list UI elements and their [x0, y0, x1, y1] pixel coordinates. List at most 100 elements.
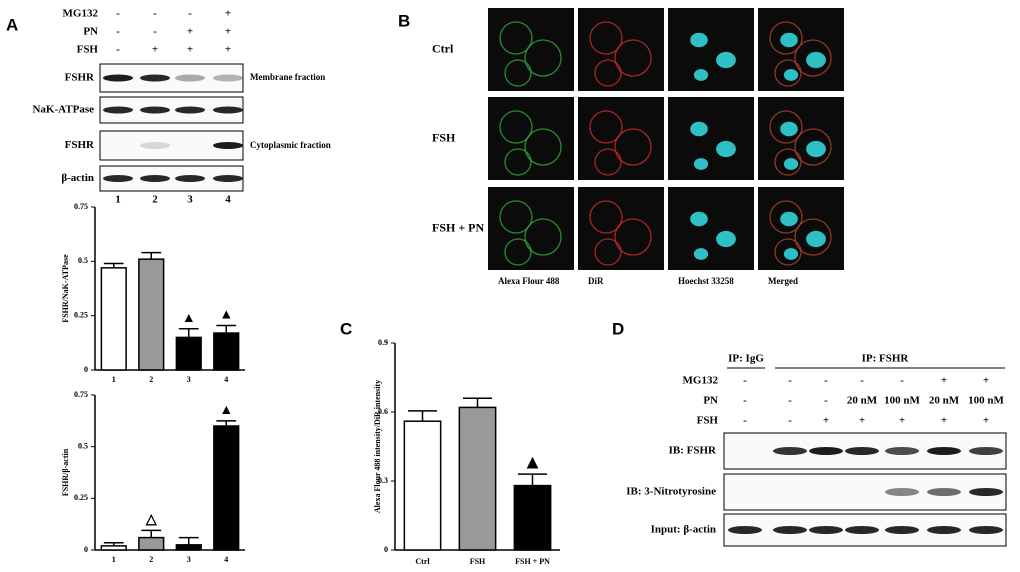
blot-band: [845, 447, 879, 455]
treatment-sign: +: [187, 44, 193, 56]
x-tick-label: FSH + PN: [515, 557, 550, 566]
cell-membrane: [794, 128, 832, 166]
blot-label: IB: FSHR: [669, 445, 717, 457]
x-tick-label: 2: [149, 555, 153, 564]
blot-band: [140, 74, 170, 82]
bar: [175, 336, 202, 371]
group-label: IP: IgG: [728, 353, 764, 365]
bar: [458, 406, 497, 551]
lane-number: 2: [152, 194, 158, 206]
x-tick-label: 2: [149, 375, 153, 384]
blot-label: FSHR: [65, 72, 95, 84]
cell-membrane: [794, 218, 832, 256]
micrograph: [578, 97, 664, 180]
panel-letter: A: [6, 15, 18, 34]
treatment-sign: -: [860, 375, 864, 387]
cell-membrane: [774, 59, 802, 87]
nucleus: [690, 121, 708, 137]
bar: [100, 267, 127, 371]
row-label: FSH + PN: [432, 220, 485, 234]
y-tick-label: 0.3: [378, 476, 388, 485]
treatment-label: FSH: [77, 44, 99, 56]
cell-membrane: [774, 148, 802, 176]
treatment-label: PN: [83, 26, 98, 38]
cell-membrane: [589, 200, 623, 234]
significance-marker: ▲: [523, 452, 543, 474]
x-tick-label: Ctrl: [415, 557, 430, 566]
nucleus: [716, 51, 736, 69]
nucleus: [806, 230, 826, 248]
cell-membrane: [769, 21, 803, 55]
blot-band: [969, 526, 1003, 534]
blot-band: [213, 175, 243, 182]
treatment-sign: -: [153, 26, 157, 38]
blot-band: [140, 106, 170, 114]
y-tick-label: 0: [84, 365, 88, 374]
blot-band: [885, 447, 919, 455]
treatment-sign: -: [743, 395, 747, 407]
bar: [513, 484, 552, 551]
blot-band: [103, 74, 133, 82]
blot-band: [809, 526, 843, 534]
treatment-sign: +: [225, 26, 231, 38]
treatment-sign: +: [823, 415, 829, 427]
blot-band: [175, 175, 205, 182]
x-tick-label: 3: [187, 555, 191, 564]
column-label: Alexa Flour 488: [498, 276, 560, 286]
blot-band: [728, 526, 762, 534]
y-axis-label: FSHR/β-actin: [61, 448, 70, 496]
nucleus: [690, 32, 708, 48]
cell-membrane: [614, 128, 652, 166]
blot-band: [773, 447, 807, 455]
bar: [175, 544, 202, 551]
fraction-label: Cytoplasmic fraction: [250, 140, 331, 150]
treatment-sign: +: [225, 8, 231, 20]
cell-membrane: [594, 238, 622, 266]
treatment-sign: +: [941, 375, 947, 387]
cell-membrane: [504, 59, 532, 87]
nucleus: [716, 230, 736, 248]
cell-membrane: [499, 21, 533, 55]
cell-membrane: [594, 59, 622, 87]
blot-band: [885, 488, 919, 496]
panel-letter: C: [340, 319, 352, 338]
column-label: DiR: [588, 276, 604, 286]
y-tick-label: 0.6: [378, 407, 388, 416]
nucleus: [780, 211, 798, 227]
micrograph: [488, 8, 574, 91]
blot-band: [885, 526, 919, 534]
treatment-sign: -: [116, 8, 120, 20]
blot-band: [969, 447, 1003, 455]
micrograph: [488, 97, 574, 180]
blot-box: [723, 473, 1007, 511]
lane-number: 3: [187, 194, 193, 206]
treatment-sign: +: [225, 44, 231, 56]
column-label: Merged: [768, 276, 798, 286]
treatment-sign: -: [743, 415, 747, 427]
treatment-sign: +: [187, 26, 193, 38]
treatment-sign: +: [983, 415, 989, 427]
cell-membrane: [614, 39, 652, 77]
treatment-label: FSH: [697, 415, 719, 427]
nucleus: [693, 69, 709, 81]
bar: [138, 258, 165, 371]
y-tick-label: 0.75: [74, 202, 88, 211]
x-tick-label: FSH: [470, 557, 486, 566]
blot-band: [927, 488, 961, 496]
cell-membrane: [769, 110, 803, 144]
nucleus: [690, 211, 708, 227]
blot-label: IB: 3-Nitrotyrosine: [626, 486, 716, 498]
blot-band: [927, 447, 961, 455]
treatment-sign: -: [743, 375, 747, 387]
nucleus: [716, 140, 736, 158]
nucleus: [783, 248, 799, 260]
cell-membrane: [774, 238, 802, 266]
column-label: Hoechst 33258: [678, 276, 734, 286]
significance-marker: △: [145, 513, 158, 528]
blot-band: [140, 142, 170, 149]
y-tick-label: 0.75: [74, 390, 88, 399]
treatment-sign: +: [899, 415, 905, 427]
nucleus: [693, 158, 709, 170]
micrograph: [578, 8, 664, 91]
treatment-sign: +: [859, 415, 865, 427]
